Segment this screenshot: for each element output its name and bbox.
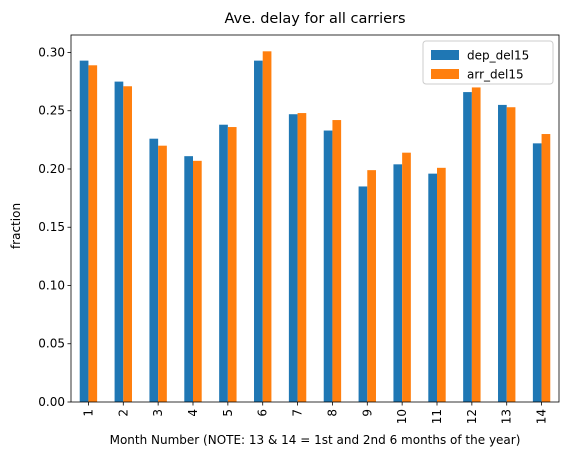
x-tick-label: 3: [151, 409, 165, 417]
y-tick-label: 0.00: [38, 395, 65, 409]
bar-dep_del15-14: [532, 143, 542, 402]
bar-arr_del15-5: [227, 127, 237, 403]
bar-arr_del15-7: [297, 113, 307, 403]
y-tick-label: 0.05: [38, 337, 65, 351]
bar-dep_del15-6: [254, 60, 263, 402]
y-tick-label: 0.20: [38, 162, 65, 176]
y-axis-title: fraction: [9, 203, 23, 249]
x-tick-label: 1: [81, 409, 95, 417]
bar-arr_del15-8: [332, 120, 342, 403]
legend: dep_del15 arr_del15: [422, 40, 554, 85]
x-tick-label: 10: [395, 409, 409, 424]
legend-swatch-dep_del15: [431, 50, 459, 60]
x-tick-label: 5: [221, 409, 235, 417]
bar-arr_del15-14: [541, 134, 551, 403]
x-tick-label: 14: [535, 409, 549, 424]
bar-arr_del15-4: [193, 160, 202, 402]
bar-arr_del15-11: [437, 167, 446, 402]
bar-arr_del15-1: [88, 65, 98, 403]
bar-arr_del15-9: [367, 170, 376, 402]
bar-arr_del15-13: [506, 107, 516, 402]
y-axis: 0.00 0.05 0.10 0.15 0.20 0.25 0.30: [38, 45, 71, 409]
bar-dep_del15-5: [219, 124, 228, 402]
y-tick-label: 0.15: [38, 220, 65, 234]
chart-title: Ave. delay for all carriers: [224, 11, 405, 27]
x-tick-label: 4: [186, 409, 200, 417]
bar-dep_del15-2: [114, 81, 124, 402]
x-tick-label: 11: [430, 409, 444, 424]
bar-dep_del15-4: [184, 156, 193, 402]
legend-label-dep_del15: dep_del15: [467, 49, 529, 63]
x-tick-label: 9: [360, 409, 374, 417]
x-tick-label: 12: [465, 409, 479, 424]
y-tick-label: 0.30: [38, 45, 65, 59]
x-axis-title: Month Number (NOTE: 13 & 14 = 1st and 2n…: [110, 433, 521, 447]
plot-area: [79, 51, 551, 403]
x-tick-label: 2: [116, 409, 130, 417]
x-tick-label: 6: [256, 409, 270, 417]
x-tick-label: 8: [325, 409, 339, 417]
bar-dep_del15-8: [323, 130, 333, 403]
y-tick-label: 0.25: [38, 104, 65, 118]
plot-frame: [70, 34, 560, 403]
bar-dep_del15-10: [393, 164, 403, 402]
x-tick-label: 7: [291, 409, 305, 417]
bar-arr_del15-2: [123, 86, 132, 402]
bar-dep_del15-1: [79, 60, 89, 402]
bar-dep_del15-12: [463, 92, 472, 402]
legend-swatch-arr_del15: [431, 69, 459, 79]
x-axis: 1 2 3 4 5 6 7 8 9 10 11 12 13 14: [81, 402, 549, 424]
bar-arr_del15-3: [158, 145, 167, 402]
bar-dep_del15-7: [288, 114, 298, 402]
bar-dep_del15-13: [498, 104, 507, 403]
y-tick-label: 0.10: [38, 278, 65, 292]
bar-arr_del15-6: [262, 51, 272, 403]
bar-arr_del15-10: [402, 152, 411, 402]
x-tick-label: 13: [500, 409, 514, 424]
bar-arr_del15-12: [471, 87, 481, 402]
bar-dep_del15-3: [149, 138, 159, 402]
bar-dep_del15-9: [358, 186, 368, 402]
legend-label-arr_del15: arr_del15: [467, 68, 524, 82]
bar-dep_del15-11: [428, 173, 437, 402]
